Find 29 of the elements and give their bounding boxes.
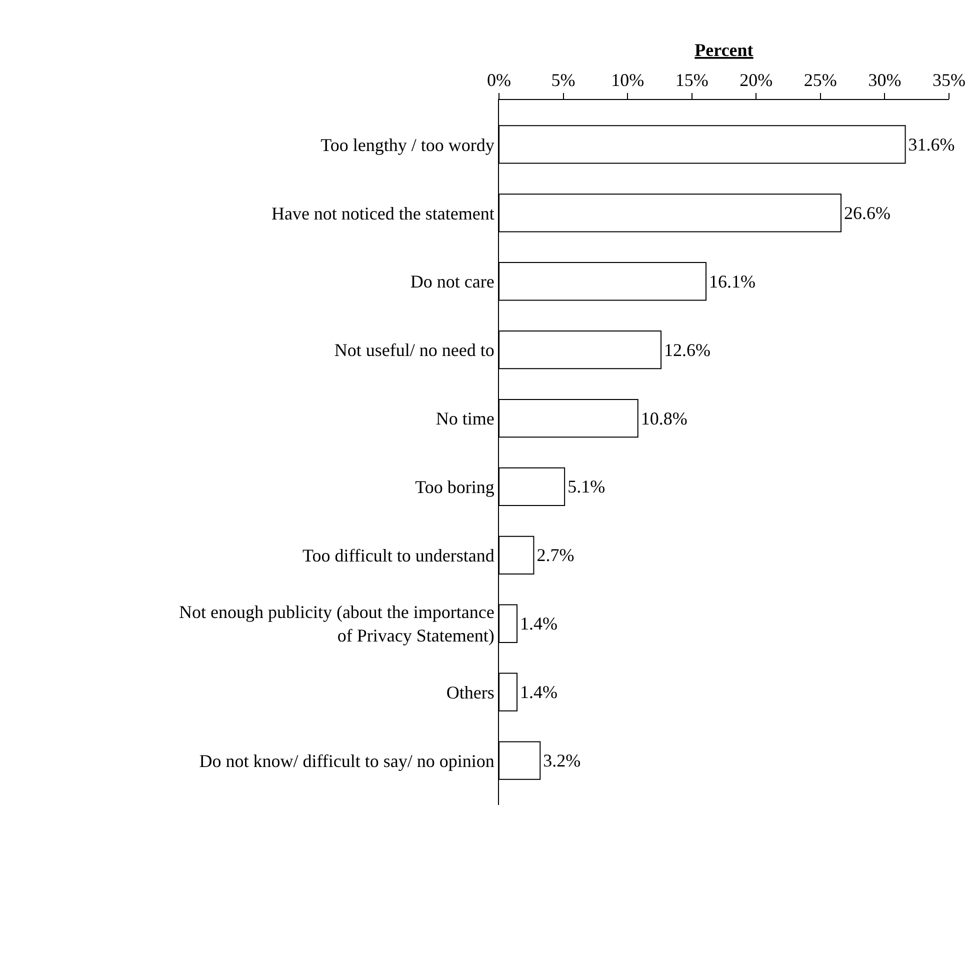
data-label: 1.4% [520, 682, 558, 702]
data-label: 2.7% [536, 545, 574, 566]
y-tick-label: Have not noticed the statement [271, 203, 494, 224]
y-tick-label: Not useful/ no need to [334, 340, 494, 360]
y-tick-label: Others [446, 682, 494, 702]
x-tick-label: 15% [675, 70, 708, 90]
y-tick-label: Too boring [415, 477, 494, 498]
y-tick-label: Do not know/ difficult to say/ no opinion [199, 750, 494, 771]
x-tick-label: 5% [551, 70, 576, 90]
x-tick-label: 25% [804, 70, 837, 90]
y-tick-label: Do not care [410, 272, 494, 292]
data-label: 16.1% [709, 271, 756, 292]
data-label: 1.4% [520, 614, 558, 634]
y-tick-label: Not enough publicity (about the importance of Privacy Statement) [178, 602, 494, 646]
x-axis-title: Percent [694, 40, 754, 60]
y-tick-label: Too lengthy / too wordy [320, 134, 494, 155]
x-tick-label: 20% [740, 70, 773, 90]
y-tick-label: No time [436, 408, 494, 429]
data-label: 3.2% [543, 750, 581, 771]
data-label: 31.6% [908, 134, 955, 154]
data-label: 10.8% [640, 408, 688, 428]
x-tick-label: 10% [611, 70, 644, 90]
data-label: 26.6% [844, 202, 890, 223]
data-label: 5.1% [568, 476, 606, 497]
x-tick-label: 30% [868, 70, 902, 90]
x-tick-label: 35% [932, 70, 966, 90]
y-tick-label: Too difficult to understand [302, 545, 494, 566]
data-label: 12.6% [664, 340, 710, 360]
x-tick-label: 0% [487, 70, 511, 90]
